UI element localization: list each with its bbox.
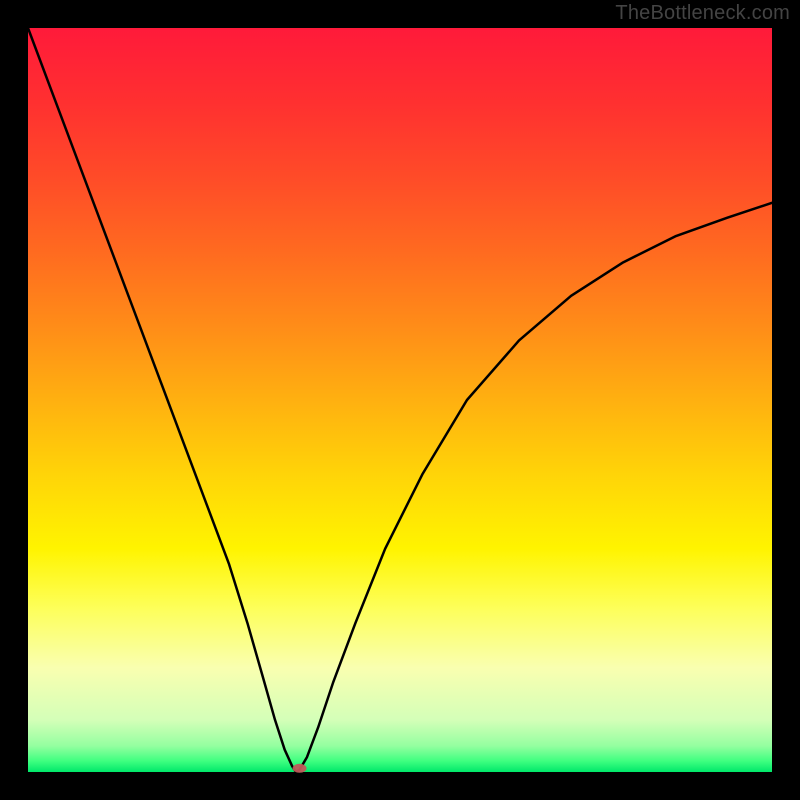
bottleneck-chart: [0, 0, 800, 800]
chart-container: { "watermark": { "text": "TheBottleneck.…: [0, 0, 800, 800]
minimum-marker: [293, 764, 307, 773]
plot-background: [28, 28, 772, 772]
